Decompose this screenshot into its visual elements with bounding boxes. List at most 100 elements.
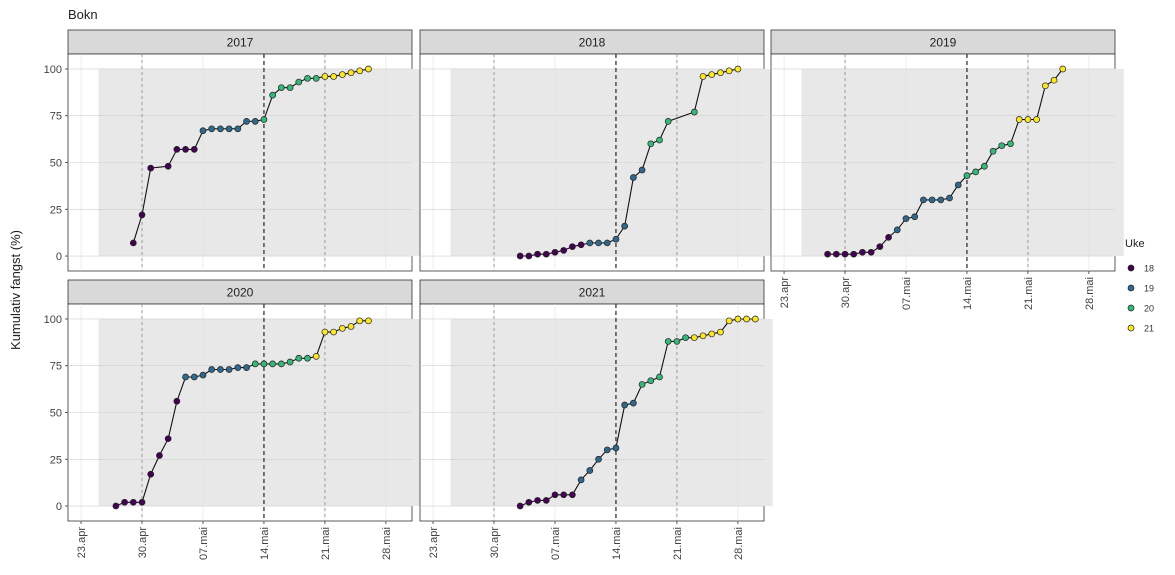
facet-panel-2021: 2021 23.apr 30.apr 07.mai 14.mai 21.mai 28.mai — [419, 279, 773, 560]
data-point — [699, 332, 707, 340]
data-point — [516, 252, 524, 260]
data-point — [612, 235, 620, 243]
data-point — [225, 125, 233, 133]
data-point — [885, 233, 892, 241]
data-point — [129, 239, 137, 247]
data-point — [569, 491, 576, 499]
x-tick-label: 14.mai — [259, 527, 271, 560]
data-point — [138, 211, 146, 219]
data-point — [525, 498, 533, 506]
legend-label-18: 18 — [1144, 264, 1154, 274]
data-point — [365, 317, 372, 325]
data-point — [286, 84, 294, 92]
data-point — [295, 78, 303, 86]
data-point — [621, 222, 629, 230]
facet-strip-label: 2018 — [579, 36, 606, 50]
legend-label-20: 20 — [1144, 304, 1154, 314]
x-tick-label: 23.apr — [76, 527, 88, 559]
x-tick-label: 07.mai — [901, 277, 913, 310]
data-point — [338, 71, 346, 78]
y-tick-label: 100 — [44, 314, 62, 326]
data-point — [234, 364, 242, 371]
data-point — [586, 467, 594, 474]
data-point — [534, 497, 541, 504]
data-point — [911, 213, 919, 221]
data-point — [1033, 116, 1040, 123]
data-point — [647, 140, 655, 148]
legend-swatch-20 — [1127, 304, 1135, 312]
data-point — [516, 502, 524, 510]
data-point — [577, 241, 585, 249]
data-point — [251, 117, 259, 125]
data-point — [690, 334, 698, 342]
y-axis-label: Kumulativ fangst (%) — [8, 230, 23, 350]
legend-title: Uke — [1125, 238, 1145, 250]
data-point — [664, 117, 672, 125]
data-point — [278, 360, 285, 368]
y-tick-label: 25 — [50, 454, 62, 466]
legend: Uke 18 19 20 21 — [1125, 238, 1154, 334]
data-point — [734, 65, 742, 73]
y-tick-label: 50 — [50, 408, 62, 420]
data-point — [664, 338, 672, 345]
data-point — [243, 117, 250, 125]
y-tick-label: 75 — [50, 111, 62, 123]
data-point — [902, 215, 910, 222]
y-tick-label: 75 — [50, 361, 62, 373]
data-point — [173, 397, 181, 405]
data-point — [199, 127, 207, 135]
data-point — [725, 317, 733, 325]
data-point — [972, 168, 980, 176]
data-point — [225, 366, 233, 373]
facet-panel-2018: 2018 — [419, 29, 773, 272]
x-tick-label: 28.mai — [733, 527, 745, 560]
data-point — [937, 196, 945, 204]
data-point — [954, 181, 962, 189]
data-point — [321, 73, 329, 80]
data-point — [208, 125, 216, 133]
data-point — [129, 498, 137, 506]
facet-strip-label: 2017 — [227, 36, 254, 50]
data-point — [725, 67, 733, 75]
data-point — [330, 328, 337, 336]
data-point — [824, 250, 831, 258]
data-point — [560, 491, 568, 499]
x-tick-label: 14.mai — [611, 527, 623, 560]
data-point — [330, 73, 337, 80]
data-point — [260, 360, 268, 368]
data-point — [612, 444, 620, 452]
data-point — [832, 250, 840, 258]
data-point — [998, 142, 1006, 150]
x-tick-label: 30.apr — [489, 527, 501, 559]
data-point — [850, 250, 858, 258]
series-line-2019 — [827, 68, 1064, 255]
data-point — [234, 125, 242, 133]
facet-strip-label: 2020 — [227, 286, 254, 300]
data-point — [717, 328, 724, 336]
data-point — [199, 371, 207, 379]
data-point — [312, 74, 320, 82]
data-point — [867, 248, 875, 256]
data-point — [269, 360, 277, 368]
data-point — [251, 360, 259, 368]
data-point — [321, 328, 329, 336]
facet-panel-2017: 2017 0 25 50 75 100 — [44, 29, 421, 272]
data-point — [603, 446, 611, 454]
data-point — [1015, 116, 1023, 123]
data-point — [551, 491, 559, 499]
y-tick-label: 0 — [56, 251, 62, 263]
data-point — [356, 317, 364, 325]
data-point — [859, 248, 866, 256]
data-point — [347, 69, 355, 77]
data-point — [208, 366, 216, 373]
data-point — [121, 498, 128, 506]
data-point — [682, 334, 689, 342]
data-point — [630, 399, 637, 407]
facet-panel-2020: 2020 0 25 50 75 100 23.apr 30.apr 07.mai 14.mai 21… — [44, 279, 421, 560]
data-point — [190, 146, 198, 153]
data-point — [595, 455, 602, 463]
data-point — [656, 136, 663, 144]
x-tick-label: 21.mai — [1023, 277, 1035, 310]
data-point — [295, 354, 303, 362]
